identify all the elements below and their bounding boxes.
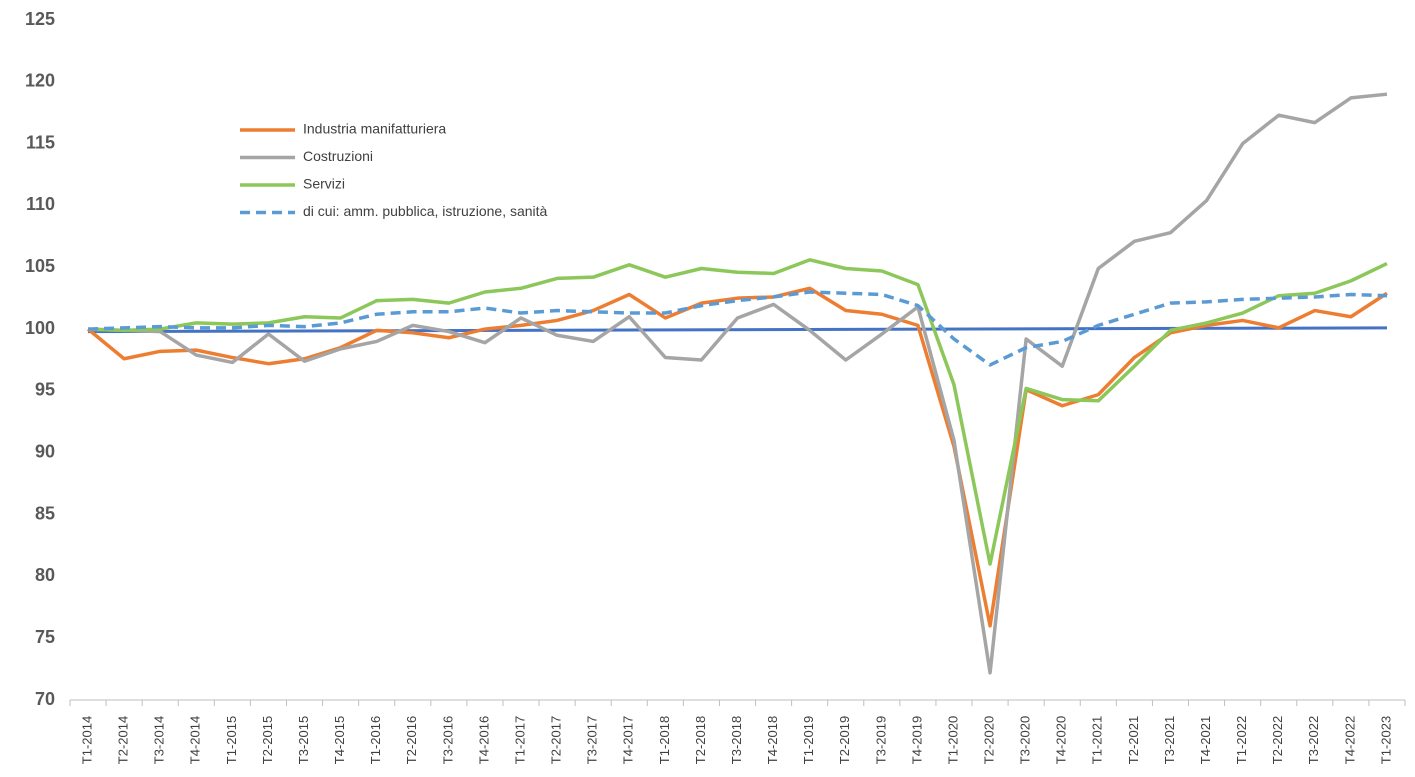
- x-tick-label: T4-2016: [476, 716, 491, 764]
- reference-line: [88, 326, 1387, 334]
- x-tick-label: T3-2018: [729, 716, 744, 764]
- series-line: [87, 290, 1388, 367]
- y-tick-label: 85: [35, 503, 55, 523]
- legend-label: Costruzioni: [303, 148, 373, 164]
- y-tick-label: 105: [25, 256, 55, 276]
- x-tick-label: T4-2017: [621, 716, 636, 764]
- y-tick-label: 75: [35, 627, 55, 647]
- series-line: [87, 258, 1388, 566]
- y-tick-label: 120: [25, 71, 55, 91]
- x-tick-label: T3-2017: [585, 716, 600, 764]
- x-tick-label: T4-2022: [1342, 716, 1357, 764]
- x-tick-label: T4-2014: [188, 716, 203, 764]
- series-line: [87, 92, 1388, 675]
- x-tick-label: T1-2014: [79, 716, 94, 764]
- x-tick-label: T1-2023: [1378, 716, 1393, 764]
- legend-label: di cui: amm. pubblica, istruzione, sanit…: [303, 203, 548, 219]
- x-tick-label: T2-2018: [693, 716, 708, 764]
- x-tick-label: T2-2022: [1270, 716, 1285, 764]
- x-tick-label: T4-2019: [909, 716, 924, 764]
- x-tick-label: T1-2019: [801, 716, 816, 764]
- y-tick-label: 70: [35, 689, 55, 709]
- series-line: [86, 286, 1388, 628]
- y-tick-label: 80: [35, 565, 55, 585]
- x-tick-label: T3-2016: [440, 716, 455, 764]
- y-tick-label: 95: [35, 380, 55, 400]
- x-tick-label: T1-2020: [945, 716, 960, 764]
- y-tick-label: 125: [25, 9, 55, 29]
- x-tick-label: T1-2016: [368, 716, 383, 764]
- legend-label: Industria manifatturiera: [303, 121, 446, 137]
- x-tick-label: T1-2021: [1090, 716, 1105, 764]
- x-tick-label: T2-2017: [549, 716, 564, 764]
- x-tick-label: T3-2022: [1306, 716, 1321, 764]
- x-tick-label: T2-2021: [1126, 716, 1141, 764]
- x-tick-label: T1-2022: [1234, 716, 1249, 764]
- x-tick-label: T1-2018: [657, 716, 672, 764]
- y-tick-label: 90: [35, 441, 55, 461]
- x-tick-label: T4-2020: [1054, 716, 1069, 764]
- x-tick-label: T1-2017: [512, 716, 527, 764]
- x-tick-label: T2-2015: [260, 716, 275, 764]
- x-tick-label: T4-2021: [1198, 716, 1213, 764]
- x-tick-label: T2-2020: [982, 716, 997, 764]
- x-tick-label: T2-2016: [404, 716, 419, 764]
- x-tick-label: T1-2015: [224, 716, 239, 764]
- x-tick-label: T2-2014: [116, 716, 131, 764]
- y-tick-label: 115: [26, 132, 55, 152]
- x-tick-label: T3-2015: [296, 716, 311, 764]
- x-tick-label: T3-2020: [1018, 716, 1033, 764]
- x-tick-label: T3-2019: [873, 716, 888, 764]
- y-tick-label: 100: [25, 318, 55, 338]
- x-tick-label: T4-2015: [332, 716, 347, 764]
- x-tick-label: T3-2014: [152, 716, 167, 764]
- legend-label: Servizi: [303, 176, 345, 192]
- x-tick-label: T3-2021: [1162, 716, 1177, 764]
- x-tick-label: T2-2019: [837, 716, 852, 764]
- y-tick-label: 110: [26, 194, 55, 214]
- x-tick-label: T4-2018: [765, 716, 780, 764]
